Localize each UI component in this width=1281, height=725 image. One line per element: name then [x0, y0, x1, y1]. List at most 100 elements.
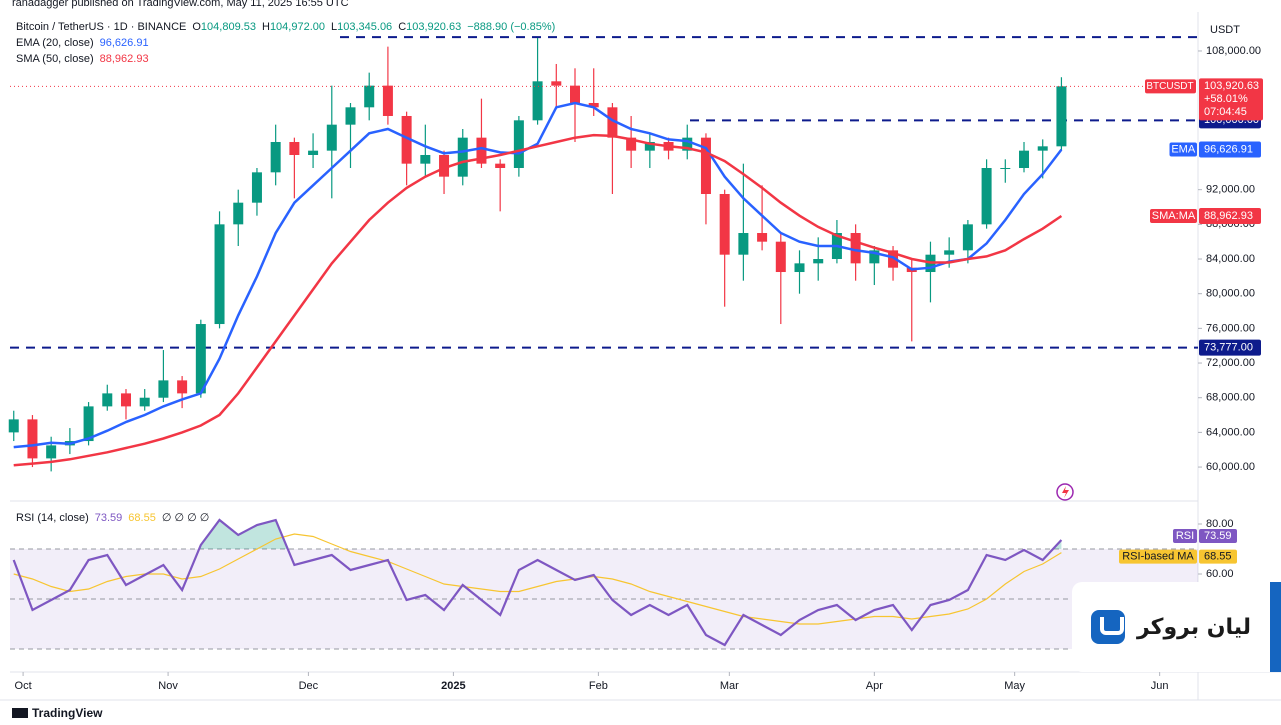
candle-body: [607, 107, 618, 138]
rsi-legend-extra: ∅ ∅ ∅ ∅: [162, 512, 210, 524]
ohlc-value: 103,920.63: [406, 21, 461, 33]
ma-axis-value: 96,626.91: [1204, 143, 1253, 155]
ma-axis-value: 88,962.93: [1204, 210, 1253, 222]
legend-entry: EMA (20, close) 96,626.91: [16, 37, 149, 49]
ohlc-key: C: [398, 21, 406, 33]
rsi-line: [12, 518, 1063, 647]
last-price-value: 103,920.63: [1204, 80, 1259, 92]
candle-body: [251, 172, 262, 203]
x-tick-label: Dec: [299, 680, 319, 692]
candle-body: [981, 167, 992, 225]
watermark-icon: [1090, 610, 1125, 644]
legend-value: 96,626.91: [100, 37, 149, 49]
candle-body: [738, 233, 749, 255]
candle-body: [8, 419, 19, 433]
currency-label: USDT: [1210, 24, 1240, 36]
rsi-title: RSI (14, close): [16, 512, 89, 524]
x-tick-label: Feb: [589, 680, 608, 692]
rsi-axis-name: RSI-based MA: [1122, 551, 1194, 563]
rsi-axis-name: RSI: [1176, 530, 1194, 542]
candle-body: [345, 107, 356, 125]
legend-entry: SMA (50, close) 88,962.93: [16, 53, 149, 65]
candle-body: [495, 163, 506, 168]
ohlc-value: 104,809.53: [201, 21, 256, 33]
ohlc-value: 104,972.00: [270, 21, 325, 33]
watermark: لیان بروکر: [1072, 582, 1270, 672]
candle-body: [588, 102, 599, 108]
x-tick-label: Oct: [15, 680, 32, 692]
ma-line: [13, 101, 1063, 449]
candle-body: [120, 393, 131, 407]
x-tick-label: May: [1004, 680, 1025, 692]
level-label: 73,777.00: [1204, 342, 1253, 354]
candle-body: [944, 250, 955, 255]
y-tick-label: 84,000.00: [1206, 253, 1255, 265]
candle-body: [700, 137, 711, 195]
symbol-legend: Bitcoin / TetherUS · 1D · BINANCE O104,80…: [16, 21, 555, 33]
candle-body: [439, 154, 450, 177]
candle-body: [888, 250, 899, 268]
candle-body: [401, 115, 412, 164]
legend-name: EMA (20, close): [16, 37, 94, 49]
y-tick-label: 60.00: [1206, 568, 1234, 580]
watermark-text: لیان بروکر: [1136, 614, 1252, 640]
rsi-axis-name-box: [1119, 549, 1197, 564]
candle-body: [644, 141, 655, 151]
y-tick-label: 80.00: [1206, 518, 1234, 530]
x-tick-label: Mar: [720, 680, 739, 692]
candle-body: [177, 380, 188, 394]
candle-body: [289, 141, 300, 155]
alert-icon[interactable]: [1056, 483, 1074, 501]
candle-body: [570, 85, 581, 103]
ma-axis-name: SMA:MA: [1152, 210, 1196, 222]
candle-body: [719, 194, 730, 255]
symbol: Bitcoin / TetherUS · 1D · BINANCE: [16, 21, 186, 33]
candle-body: [326, 124, 337, 151]
candle-body: [46, 445, 57, 459]
y-tick-label: 68,000.00: [1206, 392, 1255, 404]
rsi-axis-value-box: [1199, 549, 1237, 564]
overbought-area: [13, 520, 1062, 549]
candle-body: [682, 137, 693, 151]
candle-body: [139, 397, 150, 407]
candle-body: [626, 137, 637, 151]
level-label-box: [1199, 339, 1261, 356]
candle-body: [813, 259, 824, 264]
candle-body: [83, 406, 94, 442]
alert-bolt: [1062, 486, 1069, 498]
candle-body: [364, 85, 375, 108]
x-tick-label: Jun: [1151, 680, 1169, 692]
candle-body: [102, 393, 113, 407]
candle-body: [513, 120, 524, 168]
candle-body: [27, 419, 38, 459]
last-price-box: [1199, 78, 1263, 121]
rsi-axis-name-box: [1173, 529, 1197, 544]
x-tick-label: Nov: [158, 680, 178, 692]
last-price-name-box: [1145, 79, 1196, 94]
last-price-name: BTCUSDT: [1146, 81, 1193, 92]
y-tick-label: 76,000.00: [1206, 322, 1255, 334]
candle-body: [775, 241, 786, 273]
published-note: ranadagger published on TradingView.com,…: [12, 0, 349, 9]
rsi-legend-value: 68.55: [128, 512, 156, 524]
watermark-bar: [1270, 582, 1281, 672]
candle-body: [233, 202, 244, 225]
rsi-line: [13, 533, 1062, 625]
candle-body: [532, 81, 543, 121]
legend-value: 88,962.93: [100, 53, 149, 65]
ohlc-key: H: [262, 21, 270, 33]
candle-body: [382, 85, 393, 116]
y-tick-label: 60,000.00: [1206, 461, 1255, 473]
x-tick-label: 2025: [441, 680, 465, 692]
candle-body: [420, 154, 431, 164]
y-tick-label: 64,000.00: [1206, 426, 1255, 438]
candle-body: [457, 137, 468, 177]
last-price-change: +58.01%: [1204, 93, 1248, 105]
rsi-axis-value-box: [1199, 529, 1237, 544]
candle-body: [214, 224, 225, 325]
footer-brand: TradingView: [32, 706, 103, 720]
ma-axis-value-box: [1199, 207, 1261, 224]
candle-body: [1000, 167, 1011, 169]
